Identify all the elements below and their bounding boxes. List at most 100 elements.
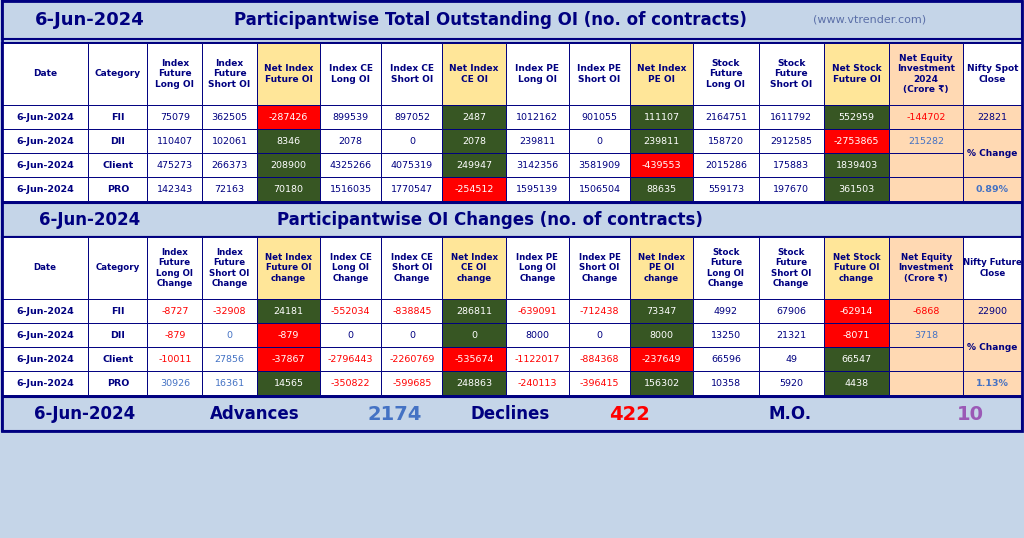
Text: Index CE
Long OI
Change: Index CE Long OI Change xyxy=(330,253,372,283)
Bar xyxy=(506,43,569,105)
Bar xyxy=(2,43,88,105)
Bar xyxy=(2,371,88,395)
Text: 266373: 266373 xyxy=(212,160,248,169)
Bar xyxy=(202,237,257,299)
Text: Client: Client xyxy=(102,355,133,364)
Text: 1611792: 1611792 xyxy=(770,112,812,122)
Text: Declines: Declines xyxy=(470,405,550,423)
Bar xyxy=(630,129,693,153)
Text: Advances: Advances xyxy=(210,405,300,423)
Bar xyxy=(963,347,1022,371)
Bar xyxy=(88,347,147,371)
Text: PRO: PRO xyxy=(106,185,129,194)
Bar xyxy=(2,1,1022,39)
Text: 1839403: 1839403 xyxy=(836,160,878,169)
Bar xyxy=(759,129,824,153)
Text: Index PE
Short OI: Index PE Short OI xyxy=(578,65,622,84)
Text: 102061: 102061 xyxy=(212,137,248,145)
Text: -37867: -37867 xyxy=(271,355,305,364)
Bar xyxy=(88,105,147,129)
Bar xyxy=(2,105,88,129)
Text: Index
Future
Long OI
Change: Index Future Long OI Change xyxy=(157,248,194,288)
Text: -287426: -287426 xyxy=(269,112,308,122)
Text: 6-Jun-2024: 6-Jun-2024 xyxy=(16,379,74,387)
Bar xyxy=(759,43,824,105)
Bar xyxy=(693,237,759,299)
Text: 4325266: 4325266 xyxy=(330,160,372,169)
Text: -838845: -838845 xyxy=(392,307,432,315)
Bar xyxy=(321,105,381,129)
Text: -599685: -599685 xyxy=(392,379,431,387)
Bar xyxy=(824,347,889,371)
Text: 1012162: 1012162 xyxy=(516,112,558,122)
Bar xyxy=(889,177,963,201)
Bar xyxy=(569,299,630,323)
Bar xyxy=(2,43,1022,201)
Text: 66547: 66547 xyxy=(842,355,871,364)
Bar xyxy=(630,177,693,201)
Text: 0: 0 xyxy=(596,137,602,145)
Text: 899539: 899539 xyxy=(333,112,369,122)
Bar xyxy=(963,323,1022,347)
Bar xyxy=(824,323,889,347)
Bar xyxy=(963,237,1022,299)
Bar xyxy=(889,299,963,323)
Text: M.O.: M.O. xyxy=(768,405,812,423)
Bar xyxy=(963,153,1022,177)
Text: FII: FII xyxy=(112,307,125,315)
Text: 72163: 72163 xyxy=(215,185,245,194)
Bar xyxy=(442,105,506,129)
Text: 0: 0 xyxy=(226,330,232,339)
Bar xyxy=(88,43,147,105)
Bar xyxy=(442,43,506,105)
Bar xyxy=(202,347,257,371)
Bar xyxy=(630,43,693,105)
Text: 10: 10 xyxy=(956,405,983,423)
Text: 5920: 5920 xyxy=(779,379,803,387)
Text: -32908: -32908 xyxy=(213,307,247,315)
Bar xyxy=(889,153,963,177)
Text: 1516035: 1516035 xyxy=(330,185,372,194)
Text: % Change: % Change xyxy=(968,148,1018,158)
Bar xyxy=(442,237,506,299)
Bar xyxy=(2,237,1022,395)
Bar xyxy=(88,371,147,395)
Bar xyxy=(442,299,506,323)
Text: 6-Jun-2024: 6-Jun-2024 xyxy=(16,307,74,315)
Text: Category: Category xyxy=(95,69,141,79)
Bar xyxy=(2,177,88,201)
Text: 66596: 66596 xyxy=(711,355,741,364)
Text: Index PE
Long OI
Change: Index PE Long OI Change xyxy=(516,253,558,283)
Bar xyxy=(88,129,147,153)
Bar xyxy=(381,237,442,299)
Bar xyxy=(759,347,824,371)
Text: Net Index
Future OI
change: Net Index Future OI change xyxy=(265,253,312,283)
Text: 14565: 14565 xyxy=(273,379,303,387)
Bar xyxy=(963,323,1022,371)
Bar xyxy=(506,323,569,347)
Bar xyxy=(2,129,88,153)
Text: 2174: 2174 xyxy=(368,405,422,423)
Text: 475273: 475273 xyxy=(157,160,193,169)
Text: 286811: 286811 xyxy=(456,307,493,315)
Bar xyxy=(693,153,759,177)
Bar xyxy=(257,153,321,177)
Text: 901055: 901055 xyxy=(582,112,617,122)
Bar xyxy=(693,323,759,347)
Bar xyxy=(202,105,257,129)
Bar xyxy=(569,237,630,299)
Text: 8000: 8000 xyxy=(525,330,549,339)
Text: 6-Jun-2024: 6-Jun-2024 xyxy=(16,185,74,194)
Bar xyxy=(2,323,88,347)
Text: 2078: 2078 xyxy=(339,137,362,145)
Bar xyxy=(147,371,202,395)
Bar xyxy=(506,177,569,201)
Text: 6-Jun-2024: 6-Jun-2024 xyxy=(35,405,135,423)
Text: Index PE
Long OI: Index PE Long OI xyxy=(515,65,559,84)
Text: -2753865: -2753865 xyxy=(834,137,880,145)
Bar xyxy=(147,129,202,153)
Bar xyxy=(202,43,257,105)
Text: 0: 0 xyxy=(471,330,477,339)
Bar xyxy=(630,347,693,371)
Bar xyxy=(88,237,147,299)
